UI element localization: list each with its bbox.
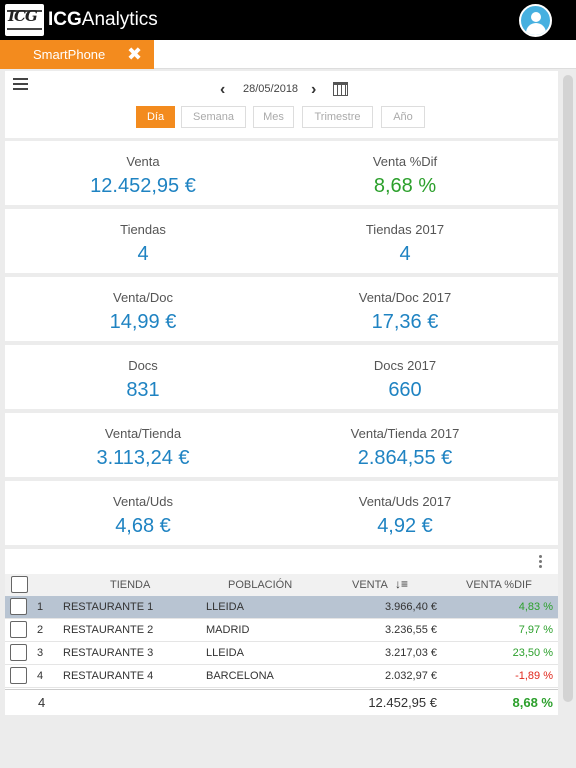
kpi-label: Venta/Doc <box>113 290 173 305</box>
footer-count: 4 <box>38 695 46 710</box>
kpi-label: Docs 2017 <box>373 358 437 373</box>
tab-label: SmartPhone <box>33 47 106 62</box>
stores-table: TIENDA POBLACIÓN VENTA ↓≡ VENTA %DIF 1 R… <box>5 549 558 715</box>
tab-bar: SmartPhone ✖ <box>0 40 576 69</box>
table-row[interactable]: 4 RESTAURANTE 4 BARCELONA 2.032,97 € -1,… <box>5 665 558 688</box>
kpi-value: 4 <box>399 243 411 265</box>
kpi-label: Venta/Uds <box>113 494 173 509</box>
kpi-card-docs: Docs 831 Docs 2017 660 <box>5 345 558 409</box>
col-header-tienda[interactable]: TIENDA <box>110 579 151 591</box>
chevron-right-icon[interactable]: › <box>311 81 317 98</box>
app-title-rest: Analytics <box>81 9 158 30</box>
cell-tienda: RESTAURANTE 3 <box>63 647 154 659</box>
cell-poblacion: LLEIDA <box>206 601 244 613</box>
kpi-card-venta-uds: Venta/Uds 4,68 € Venta/Uds 2017 4,92 € <box>5 481 558 545</box>
kpi-value: 2.864,55 € <box>357 447 453 469</box>
cell-poblacion: MADRID <box>206 624 250 636</box>
date-toolbar: ‹ 28/05/2018 › Día Semana Mes Trimestre … <box>5 71 558 138</box>
row-checkbox[interactable] <box>10 598 27 615</box>
hamburger-menu-icon[interactable] <box>13 78 28 93</box>
cell-venta-dif: 7,97 % <box>518 624 553 636</box>
kpi-value: 14,99 € <box>109 311 177 333</box>
table-header: TIENDA POBLACIÓN VENTA ↓≡ VENTA %DIF <box>5 574 558 596</box>
kpi-card-venta: Venta 12.452,95 € Venta %Dif 8,68 % <box>5 141 558 205</box>
cell-venta-dif: 4,83 % <box>518 601 553 613</box>
period-ano-button[interactable]: Año <box>381 106 425 128</box>
kpi-label: Tiendas <box>120 222 166 237</box>
cell-tienda: RESTAURANTE 1 <box>63 601 154 613</box>
table-footer: 4 12.452,95 € 8,68 % <box>5 689 558 715</box>
row-checkbox[interactable] <box>10 644 27 661</box>
kpi-label: Venta <box>126 154 160 169</box>
tab-smartphone[interactable]: SmartPhone ✖ <box>0 40 154 69</box>
period-mes-button[interactable]: Mes <box>253 106 294 128</box>
row-number: 3 <box>37 647 44 659</box>
col-header-poblacion[interactable]: POBLACIÓN <box>228 579 293 591</box>
kpi-value: 12.452,95 € <box>90 175 196 197</box>
chevron-left-icon[interactable]: ‹ <box>220 81 226 98</box>
cell-venta-dif: 23,50 % <box>512 647 553 659</box>
logo-text: ICG <box>8 7 38 25</box>
cell-venta: 2.032,97 € <box>385 670 437 682</box>
kpi-value: 660 <box>388 379 422 401</box>
kpi-card-tiendas: Tiendas 4 Tiendas 2017 4 <box>5 209 558 273</box>
cell-poblacion: LLEIDA <box>206 647 244 659</box>
kpi-label: Venta/Doc 2017 <box>358 290 452 305</box>
more-options-icon[interactable] <box>539 555 543 570</box>
kpi-label: Venta/Tienda <box>104 426 182 441</box>
col-header-venta[interactable]: VENTA <box>352 579 388 591</box>
cell-venta: 3.966,40 € <box>385 601 437 613</box>
row-number: 2 <box>37 624 44 636</box>
kpi-value: 831 <box>126 379 160 401</box>
kpi-value: 17,36 € <box>371 311 439 333</box>
kpi-value: 4 <box>137 243 149 265</box>
period-trimestre-button[interactable]: Trimestre <box>302 106 373 128</box>
close-icon[interactable]: ✖ <box>127 44 143 64</box>
footer-venta-dif: 8,68 % <box>512 695 553 710</box>
kpi-label: Docs <box>128 358 158 373</box>
cell-venta: 3.217,03 € <box>385 647 437 659</box>
table-row[interactable]: 3 RESTAURANTE 3 LLEIDA 3.217,03 € 23,50 … <box>5 642 558 665</box>
row-checkbox[interactable] <box>10 667 27 684</box>
kpi-label: Venta %Dif <box>372 154 438 169</box>
calendar-icon[interactable] <box>333 82 348 96</box>
kpi-value: 4,92 € <box>377 515 433 537</box>
cell-venta: 3.236,55 € <box>385 624 437 636</box>
col-header-venta-dif[interactable]: VENTA %DIF <box>466 579 532 591</box>
app-title: ICGAnalytics <box>48 9 158 31</box>
kpi-label: Venta/Uds 2017 <box>358 494 452 509</box>
kpi-card-venta-doc: Venta/Doc 14,99 € Venta/Doc 2017 17,36 € <box>5 277 558 341</box>
cell-tienda: RESTAURANTE 2 <box>63 624 154 636</box>
current-date: 28/05/2018 <box>243 83 299 95</box>
app-title-bold: ICG <box>48 9 82 30</box>
top-bar: ICG ICGAnalytics <box>0 0 576 40</box>
icg-logo: ICG <box>5 4 44 36</box>
page-scrollbar[interactable] <box>563 75 573 702</box>
select-all-checkbox[interactable] <box>11 576 28 593</box>
kpi-value: 4,68 € <box>115 515 171 537</box>
sort-desc-icon[interactable]: ↓≡ <box>395 577 409 591</box>
cell-poblacion: BARCELONA <box>206 670 274 682</box>
user-avatar-icon[interactable] <box>519 4 552 37</box>
kpi-label: Venta/Tienda 2017 <box>350 426 460 441</box>
cell-venta-dif: -1,89 % <box>515 670 553 682</box>
kpi-label: Tiendas 2017 <box>365 222 445 237</box>
period-semana-button[interactable]: Semana <box>181 106 246 128</box>
table-row[interactable]: 2 RESTAURANTE 2 MADRID 3.236,55 € 7,97 % <box>5 619 558 642</box>
table-row[interactable]: 1 RESTAURANTE 1 LLEIDA 3.966,40 € 4,83 % <box>5 596 558 619</box>
footer-venta-total: 12.452,95 € <box>368 695 437 710</box>
row-checkbox[interactable] <box>10 621 27 638</box>
row-number: 4 <box>37 670 44 682</box>
row-number: 1 <box>37 601 44 613</box>
kpi-card-venta-tienda: Venta/Tienda 3.113,24 € Venta/Tienda 201… <box>5 413 558 477</box>
period-dia-button[interactable]: Día <box>136 106 175 128</box>
cell-tienda: RESTAURANTE 4 <box>63 670 154 682</box>
kpi-value: 3.113,24 € <box>96 447 190 469</box>
kpi-value: 8,68 % <box>373 175 437 197</box>
